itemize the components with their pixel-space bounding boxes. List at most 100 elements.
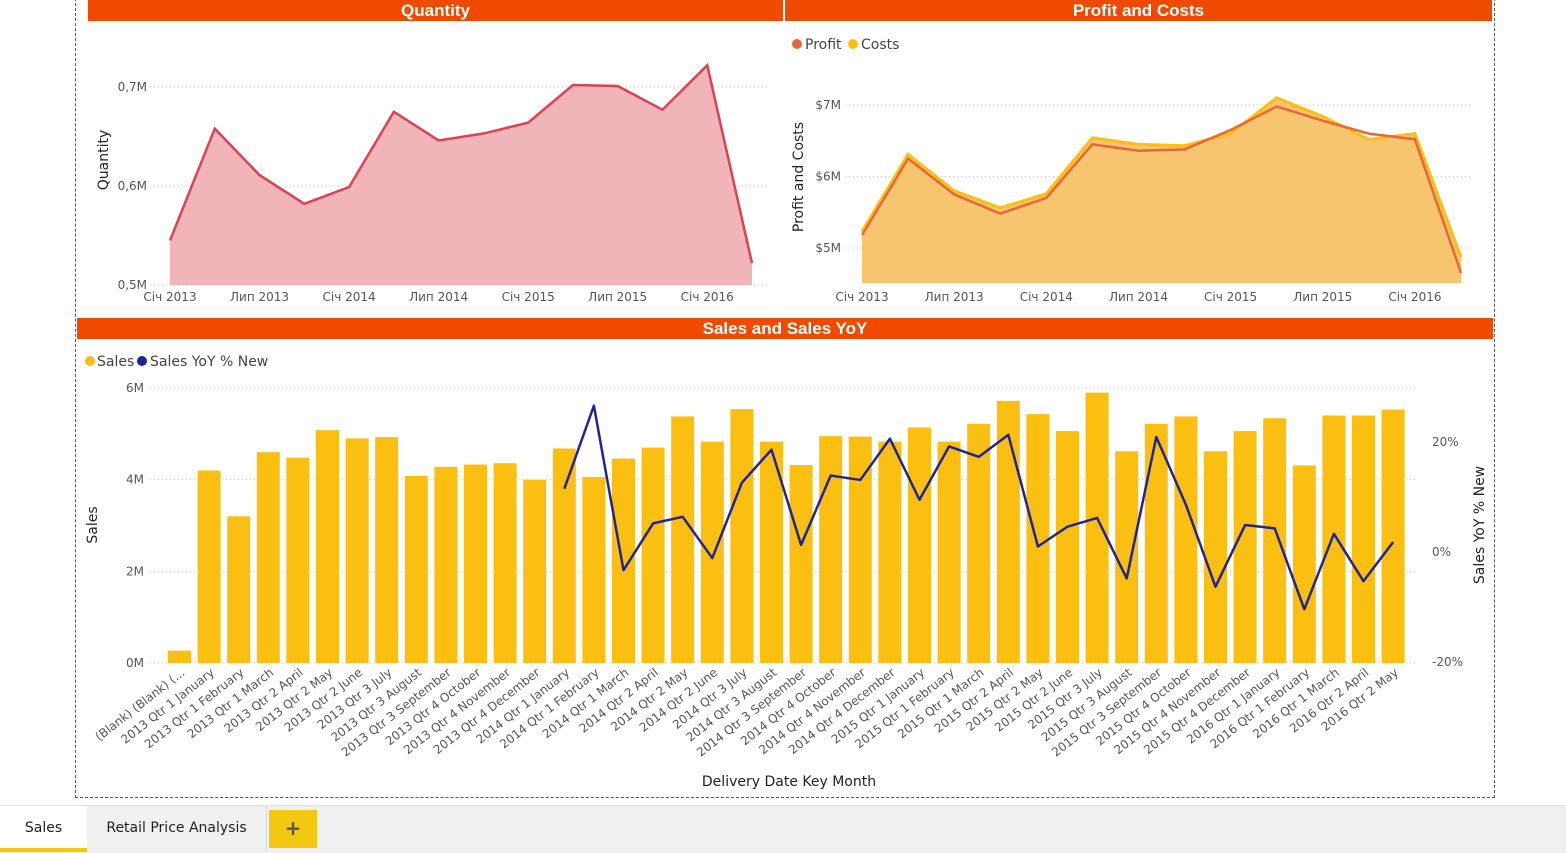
sales-bar <box>404 476 428 663</box>
profit-y-axis-title: Profit and Costs <box>791 122 807 232</box>
sales-bar <box>1056 431 1079 663</box>
sales-bar <box>671 416 695 663</box>
profit-x-tick-label: Січ 2016 <box>1388 290 1441 304</box>
sales-title-band: Sales and Sales YoY <box>77 318 1493 339</box>
profit-x-tick-label: Лип 2014 <box>1109 290 1168 304</box>
profit-costs-title: Profit and Costs <box>1072 1 1205 20</box>
page-tab-bar: Sales Retail Price Analysis + <box>0 805 1566 853</box>
yoy-y-tick-label: 20% <box>1432 435 1459 449</box>
sales-bar <box>552 448 576 663</box>
sales-bar <box>1085 392 1109 663</box>
report-page-frame <box>75 0 1495 798</box>
sales-bar <box>700 441 724 663</box>
quantity-y-axis-title: Quantity <box>96 130 112 191</box>
quantity-x-tick-label: Січ 2013 <box>143 290 196 304</box>
quantity-x-tick-label: Січ 2015 <box>502 290 555 304</box>
sales-bar <box>316 430 339 663</box>
profit-x-tick-label: Лип 2013 <box>925 290 984 304</box>
profit-costs-title-band: Profit and Costs <box>785 0 1492 21</box>
sales-bar <box>1263 418 1287 663</box>
profit-y-tick-label: $5M <box>815 241 841 255</box>
tab-retail-price-analysis[interactable]: Retail Price Analysis <box>87 806 267 852</box>
quantity-x-tick-label: Січ 2014 <box>322 290 375 304</box>
sales-bar <box>256 452 280 663</box>
profit-x-tick-label: Січ 2013 <box>835 290 888 304</box>
quantity-x-tick-label: Лип 2013 <box>230 290 289 304</box>
costs-legend-label: Costs <box>861 37 899 53</box>
yoy-y-tick-label: -20% <box>1432 655 1463 669</box>
sales-bar <box>1233 431 1257 663</box>
sales-bar <box>878 441 902 663</box>
sales-bar <box>612 458 635 663</box>
quantity-y-tick-label: 0,7M <box>118 80 147 94</box>
quantity-x-tick-label: Лип 2014 <box>409 290 468 304</box>
profit-y-tick-label: $7M <box>815 98 841 112</box>
sales-bar <box>908 427 931 663</box>
sales-legend-marker <box>85 356 95 366</box>
profit-legend-label: Profit <box>805 37 842 53</box>
sales-bar <box>1322 415 1346 663</box>
quantity-title: Quantity <box>401 1 470 20</box>
sales-bar <box>227 516 251 663</box>
sales-legend-label: Sales <box>97 354 134 370</box>
sales-bar <box>1026 414 1050 663</box>
sales-bar <box>434 466 458 663</box>
sales-bar <box>1381 409 1405 663</box>
quantity-area <box>170 65 752 285</box>
profit-legend-marker <box>792 39 802 49</box>
sales-bar <box>848 436 872 663</box>
sales-bar <box>819 436 843 663</box>
yoy-legend-marker <box>137 356 147 366</box>
sales-bar <box>582 476 606 663</box>
profit-y-tick-label: $6M <box>815 170 841 184</box>
sales-bar <box>641 447 665 663</box>
sales-bar <box>730 409 754 663</box>
costs-legend-marker <box>848 39 858 49</box>
sales-bar <box>286 457 310 663</box>
costs-line <box>860 96 1463 258</box>
yoy-y-axis-title: Sales YoY % New <box>1472 466 1488 584</box>
charts-svg: 0,5M 0,6M 0,7M Січ 2013 Лип 2013 Січ 2014 Лип … <box>85 37 1488 790</box>
quantity-y-tick-label: 0,5M <box>118 278 147 292</box>
sales-bar <box>523 479 547 663</box>
sales-y-tick-label: 6M <box>126 381 144 395</box>
sales-bar <box>789 465 813 663</box>
sales-bar <box>464 464 487 663</box>
sales-bar <box>493 463 517 663</box>
sales-yoy-line <box>563 404 1395 611</box>
sales-y-tick-label: 2M <box>126 564 144 578</box>
quantity-x-tick-label: Лип 2015 <box>588 290 647 304</box>
sales-bar <box>967 423 991 663</box>
sales-y-tick-label: 4M <box>126 473 144 487</box>
sales-bar <box>197 470 221 663</box>
sales-bar <box>1292 465 1316 663</box>
sales-bar <box>168 650 191 663</box>
profit-x-tick-label: Лип 2015 <box>1293 290 1352 304</box>
costs-area <box>862 97 1461 283</box>
profit-line <box>860 105 1463 274</box>
sales-bar <box>1352 415 1375 663</box>
sales-title: Sales and Sales YoY <box>702 319 868 338</box>
profit-x-tick-label: Січ 2015 <box>1204 290 1257 304</box>
sales-x-axis-title: Delivery Date Key Month <box>702 774 876 790</box>
yoy-y-tick-label: 0% <box>1432 545 1451 559</box>
tab-sales[interactable]: Sales <box>0 806 87 852</box>
quantity-x-tick-label: Січ 2016 <box>681 290 734 304</box>
sales-bar <box>937 441 961 663</box>
sales-bar <box>1115 451 1139 663</box>
profit-x-tick-label: Січ 2014 <box>1020 290 1073 304</box>
sales-bar <box>996 400 1020 663</box>
yoy-legend-label: Sales YoY % New <box>150 354 268 370</box>
quantity-y-tick-label: 0,6M <box>118 179 147 193</box>
quantity-line <box>168 62 754 264</box>
sales-bar <box>1204 451 1227 663</box>
add-page-button[interactable]: + <box>269 810 317 848</box>
sales-bar <box>760 441 783 663</box>
sales-y-axis-title: Sales <box>85 506 101 543</box>
sales-bar <box>1144 423 1168 663</box>
sales-bar <box>1174 416 1198 663</box>
sales-bar <box>345 438 369 663</box>
quantity-title-band: Quantity <box>88 0 783 21</box>
sales-bar <box>375 437 399 663</box>
